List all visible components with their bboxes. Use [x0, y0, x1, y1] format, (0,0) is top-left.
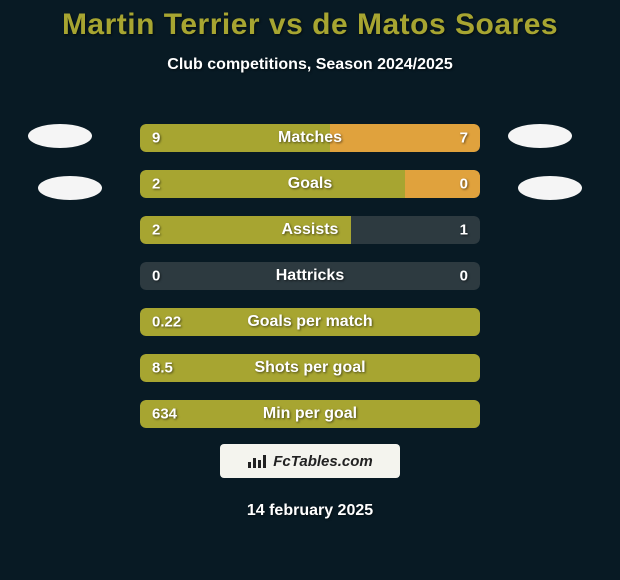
avatar-placeholder [38, 176, 102, 200]
stat-row: Assists2 1 [140, 216, 480, 244]
avatar-placeholder [28, 124, 92, 148]
stat-value-left: 8.5 [152, 360, 173, 377]
stat-value-left: 634 [152, 406, 177, 423]
stat-row: Hattricks0 0 [140, 262, 480, 290]
stat-value-left: 2 [152, 222, 160, 239]
avatar-placeholder [518, 176, 582, 200]
stat-row: Matches9 7 [140, 124, 480, 152]
stat-rows: Matches97Goals20Assists21Hattricks00Goal… [140, 124, 480, 446]
stat-value-right: 0 [460, 268, 468, 285]
stat-label: Shots per goal [140, 354, 480, 376]
stat-value-right: 7 [460, 130, 468, 147]
chart-icon [247, 453, 267, 469]
stat-row: Shots per goal8.5 [140, 354, 480, 382]
stat-label: Goals [140, 170, 480, 192]
stat-row: Goals per match0.22 [140, 308, 480, 336]
comparison-infographic: Martin Terrier vs de Matos Soares Club c… [0, 0, 620, 580]
watermark-text: FcTables.com [273, 453, 372, 470]
generated-date: 14 february 2025 [0, 502, 620, 520]
stat-label: Assists [140, 216, 480, 238]
stat-label: Min per goal [140, 400, 480, 422]
stat-value-left: 0.22 [152, 314, 181, 331]
stat-value-right: 1 [460, 222, 468, 239]
stat-value-right: 0 [460, 176, 468, 193]
stat-row: Goals2 0 [140, 170, 480, 198]
stat-value-left: 9 [152, 130, 160, 147]
stat-label: Hattricks [140, 262, 480, 284]
watermark-badge: FcTables.com [220, 444, 400, 478]
stat-row: Min per goal634 [140, 400, 480, 428]
stat-value-left: 2 [152, 176, 160, 193]
avatar-placeholder [508, 124, 572, 148]
stat-label: Goals per match [140, 308, 480, 330]
stat-label: Matches [140, 124, 480, 146]
subtitle: Club competitions, Season 2024/2025 [0, 56, 620, 74]
stat-value-left: 0 [152, 268, 160, 285]
page-title: Martin Terrier vs de Matos Soares [0, 0, 620, 42]
